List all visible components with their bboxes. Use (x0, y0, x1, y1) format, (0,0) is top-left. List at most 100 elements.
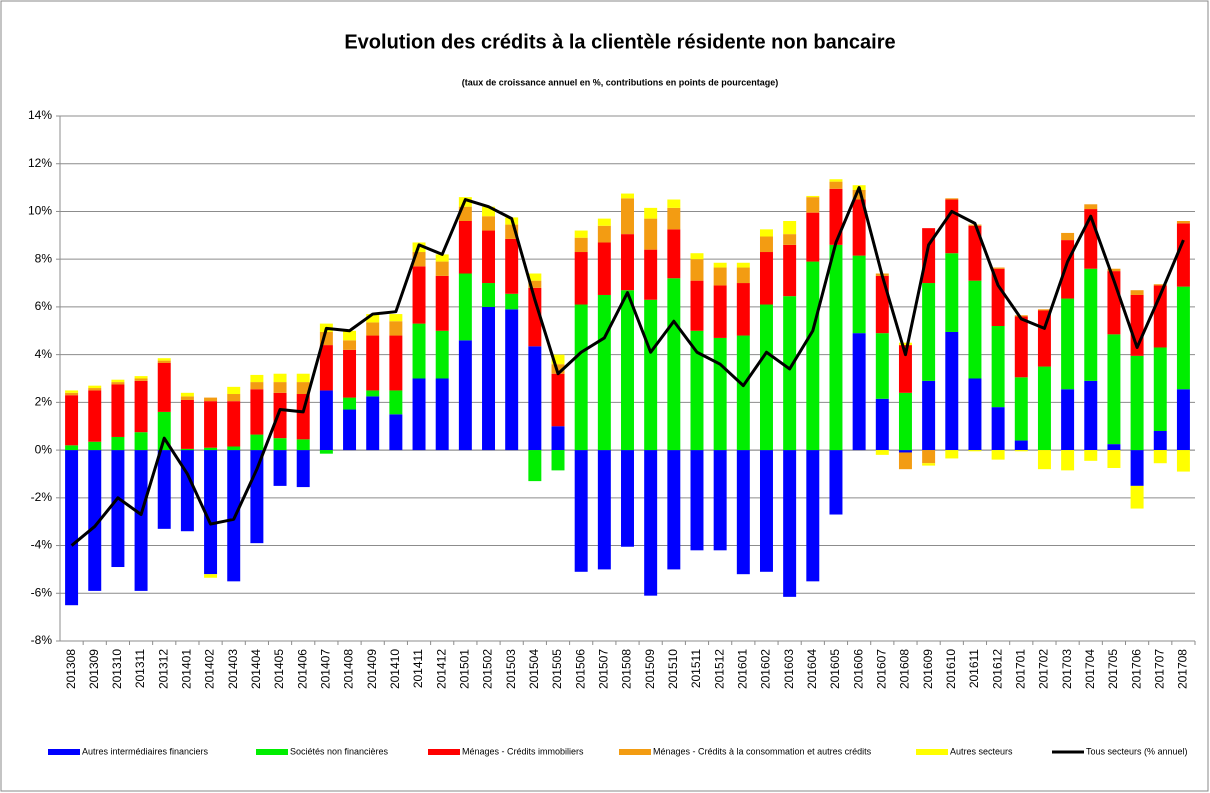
bar (482, 283, 496, 307)
bar (644, 207, 658, 219)
x-tick-label: 201412 (434, 649, 448, 689)
bar (667, 278, 681, 451)
x-tick-label: 201706 (1129, 649, 1143, 689)
bar (759, 450, 773, 572)
bar (1061, 240, 1075, 299)
bar (250, 382, 264, 390)
bar (1130, 485, 1144, 509)
bar (157, 450, 171, 529)
bar (458, 221, 472, 274)
bar (852, 333, 866, 451)
bar (968, 225, 982, 281)
bar (528, 273, 542, 281)
bar (736, 267, 750, 284)
bar (551, 426, 565, 451)
bar (1130, 290, 1144, 295)
y-tick-label: 8% (35, 251, 53, 265)
bar (319, 345, 333, 391)
bar (505, 309, 519, 451)
legend-swatch (48, 749, 80, 755)
bar (621, 290, 634, 451)
bar (574, 230, 588, 238)
bar (945, 331, 959, 451)
legend-swatch (256, 749, 288, 755)
bar (134, 450, 148, 591)
bar (366, 335, 380, 391)
bar (667, 199, 681, 208)
bar (644, 450, 658, 596)
bar (1037, 309, 1051, 311)
bar (783, 221, 797, 235)
x-tick-label: 201404 (249, 649, 263, 689)
bar (1037, 450, 1051, 470)
bar (713, 262, 727, 268)
bar (829, 179, 843, 182)
bar (551, 450, 565, 471)
bar (806, 212, 820, 262)
bar (157, 358, 171, 361)
bar (991, 326, 1005, 408)
x-tick-label: 201406 (295, 649, 309, 689)
bar (273, 382, 287, 393)
bar (111, 436, 125, 451)
bar (1014, 377, 1028, 441)
bar (713, 267, 727, 286)
legend-swatch (916, 749, 948, 755)
bar (1107, 268, 1121, 272)
bar (945, 253, 959, 332)
x-tick-label: 201708 (1176, 649, 1190, 689)
bar (1153, 284, 1167, 286)
bar (435, 275, 449, 331)
x-tick-label: 201402 (203, 649, 217, 689)
bar (204, 447, 218, 451)
bar (1176, 286, 1190, 390)
bar (898, 450, 912, 453)
bar (968, 450, 982, 452)
bar (111, 384, 125, 437)
bar (551, 373, 565, 427)
bar (1107, 444, 1121, 451)
bar (968, 280, 982, 379)
bar (134, 378, 148, 381)
bar (412, 266, 426, 324)
x-tick-label: 201512 (712, 649, 726, 689)
bar (597, 225, 611, 243)
legend-label: Ménages - Crédits immobiliers (462, 746, 584, 756)
bar (945, 199, 959, 254)
bar (1107, 450, 1121, 468)
bar (366, 390, 380, 397)
y-tick-label: 10% (28, 204, 52, 218)
x-tick-label: 201502 (481, 649, 495, 689)
bar (296, 382, 310, 395)
bar (1037, 366, 1051, 451)
x-tick-label: 201405 (272, 649, 286, 689)
bar (1153, 450, 1167, 464)
bar (180, 448, 194, 451)
bar (597, 218, 611, 226)
legend-label: Sociétés non financières (290, 746, 389, 756)
bar (204, 397, 218, 402)
bar (759, 304, 773, 451)
x-tick-label: 201501 (458, 649, 472, 689)
bar (389, 414, 403, 451)
bar (250, 389, 264, 435)
bar (1153, 431, 1167, 451)
bar (227, 450, 241, 582)
bar (898, 452, 912, 470)
bar (1176, 221, 1190, 224)
bar (806, 450, 820, 582)
bar (204, 450, 218, 575)
bar (898, 392, 912, 451)
x-tick-label: 201308 (64, 649, 78, 689)
bar (690, 330, 704, 451)
bar (736, 335, 750, 451)
bar (88, 388, 102, 391)
x-tick-label: 201509 (643, 649, 657, 689)
bar (204, 401, 218, 448)
bar (343, 397, 357, 410)
bar (574, 304, 588, 451)
bar (759, 252, 773, 305)
x-tick-label: 201602 (759, 649, 773, 689)
bar (783, 234, 797, 245)
x-tick-label: 201410 (388, 649, 402, 689)
